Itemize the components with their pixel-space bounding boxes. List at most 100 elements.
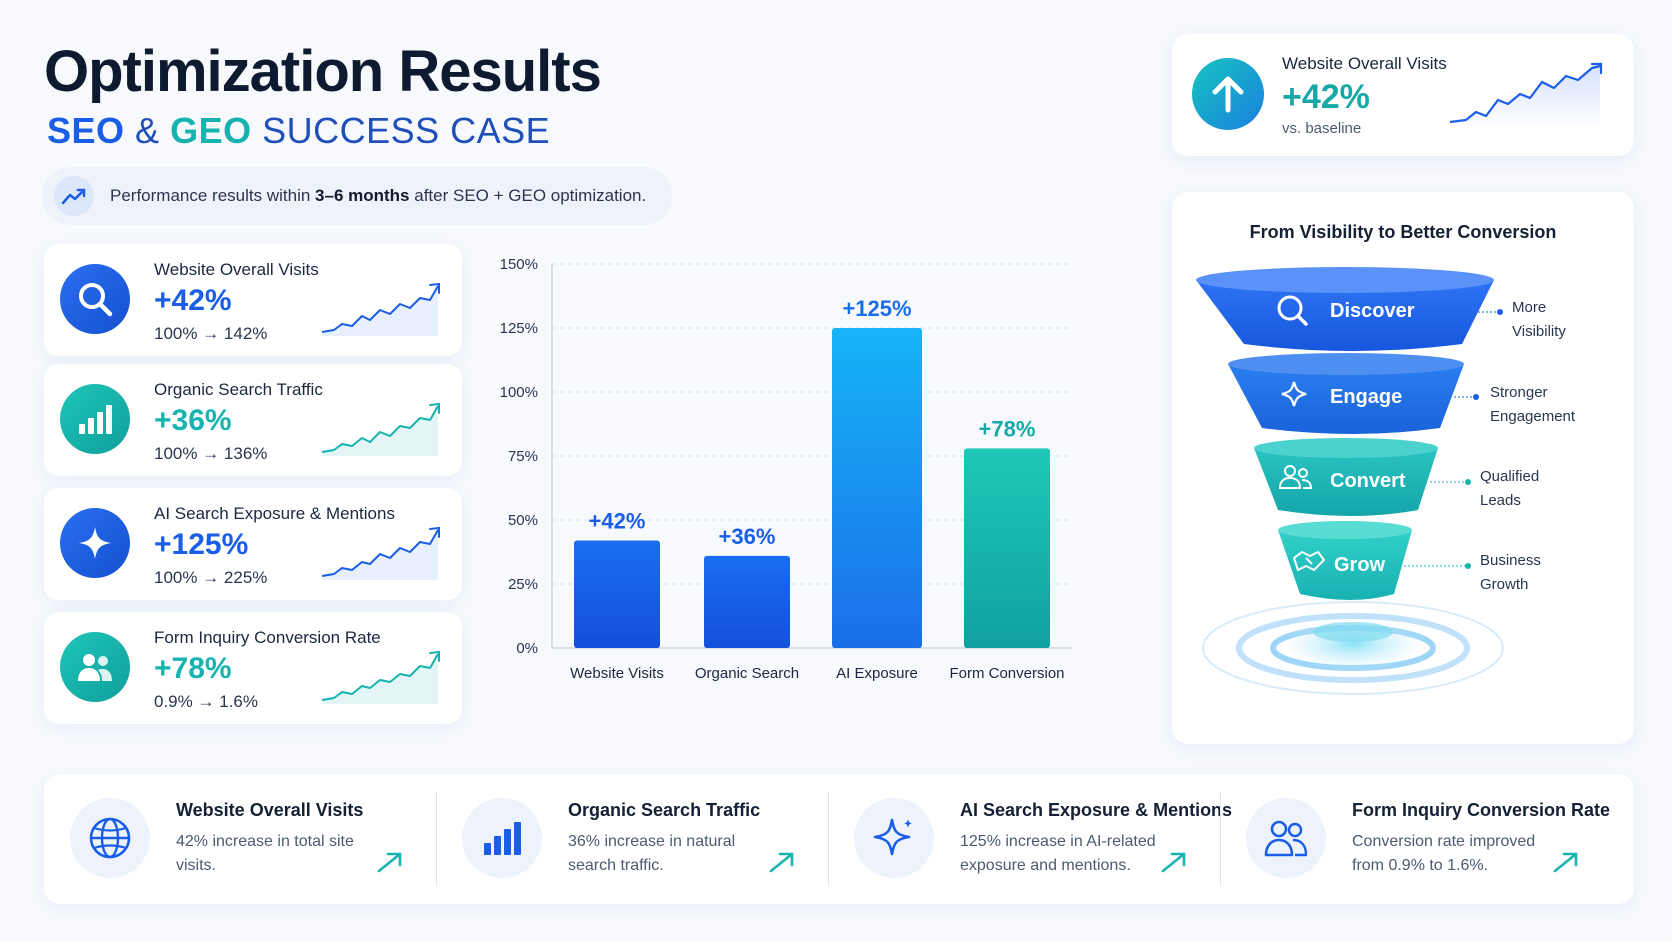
sparkline — [321, 282, 440, 336]
subtitle-amp: & — [135, 110, 160, 151]
bottom-item-desc: Conversion rate improved from 0.9% to 1.… — [1352, 833, 1536, 874]
metric-label: AI Search Exposure & Mentions — [154, 504, 395, 523]
bottom-item-label: Website Overall Visits — [176, 800, 364, 820]
funnel-side-label: Qualified Leads — [1480, 465, 1539, 513]
metric-card-conversion: Form Inquiry Conversion Rate +78% 0.9% →… — [44, 612, 462, 724]
sparkline — [321, 650, 440, 704]
sparkline — [321, 526, 440, 580]
bottom-item-desc: 42% increase in total site visits. — [176, 833, 354, 874]
metric-range: 100% → 142% — [154, 324, 268, 343]
bar-chart: 0% 25% 50% 75% 100% 125% 150% +42% Website Visit… — [482, 248, 1162, 738]
y-tick-label: 150% — [500, 256, 538, 273]
handshake-icon — [1293, 551, 1325, 571]
side-line: Visibility — [1512, 323, 1566, 340]
note-text: Performance results within 3–6 months af… — [110, 186, 646, 206]
note-prefix: Performance results within — [110, 186, 316, 205]
page-title: Optimization Results — [44, 39, 602, 104]
top-card-label: Website Overall Visits — [1282, 54, 1447, 73]
trend-arrow-icon — [377, 852, 402, 873]
sparkline — [1449, 62, 1603, 130]
y-tick-label: 125% — [500, 320, 538, 337]
divider — [1220, 792, 1221, 886]
divider — [436, 792, 437, 886]
bottom-item-conversion: Form Inquiry Conversion Rate Conversion … — [1220, 774, 1612, 904]
metric-value: +36% — [154, 404, 232, 437]
trend-up-icon — [54, 176, 94, 216]
bar-data-label: +42% — [589, 508, 646, 533]
x-tick-label: Form Conversion — [949, 665, 1064, 682]
page-subtitle: SEO & GEO SUCCESS CASE — [47, 110, 550, 152]
metric-card-organic: Organic Search Traffic +36% 100% → 136% — [44, 364, 462, 476]
metric-label: Form Inquiry Conversion Rate — [154, 628, 381, 647]
top-card-sub: vs. baseline — [1282, 120, 1362, 137]
side-line: Engagement — [1490, 408, 1576, 425]
metric-value: +125% — [154, 528, 249, 561]
funnel-card: From Visibility to Better Conversion — [1172, 192, 1634, 744]
funnel-title: From Visibility to Better Conversion — [1249, 222, 1557, 242]
sparkline — [321, 402, 440, 456]
bottom-item-label: Organic Search Traffic — [568, 800, 761, 820]
arrow-up-icon — [1192, 58, 1264, 130]
funnel-side-label: Stronger Engagement — [1490, 381, 1575, 429]
note-pill: Performance results within 3–6 months af… — [42, 167, 672, 225]
funnel-graphic — [1196, 267, 1504, 695]
top-summary-card: Website Overall Visits +42% vs. baseline — [1172, 34, 1634, 156]
bottom-item-ai: AI Search Exposure & Mentions 125% incre… — [828, 774, 1232, 904]
subtitle-seo: SEO — [47, 110, 125, 151]
bottom-item-visits: Website Overall Visits 42% increase in t… — [44, 774, 436, 904]
funnel-stage-convert: Convert — [1330, 470, 1406, 492]
bar — [574, 540, 660, 648]
side-line: Growth — [1480, 576, 1529, 593]
side-line: Qualified — [1480, 468, 1540, 485]
x-tick-label: Website Visits — [570, 665, 664, 682]
bar-chart-icon — [462, 798, 542, 878]
sparkle-icon — [854, 798, 934, 878]
divider — [828, 792, 829, 886]
subtitle-rest: SUCCESS CASE — [262, 110, 551, 151]
y-tick-label: 0% — [516, 640, 538, 657]
sparkle-icon — [1281, 381, 1307, 407]
side-line: Stronger — [1490, 384, 1548, 401]
bottom-summary-strip: Website Overall Visits 42% increase in t… — [44, 774, 1634, 904]
bar-data-label: +78% — [979, 416, 1036, 441]
metric-label: Organic Search Traffic — [154, 380, 323, 399]
note-bold: 3–6 months — [315, 186, 410, 205]
side-line: Leads — [1480, 492, 1521, 509]
users-icon — [60, 632, 130, 702]
bar — [704, 555, 790, 648]
funnel-side-label: Business Growth — [1480, 549, 1541, 597]
bar-data-label: +36% — [719, 524, 776, 549]
bar — [964, 448, 1050, 648]
bottom-item-desc: 36% increase in natural search traffic. — [568, 833, 736, 874]
search-icon — [1277, 295, 1308, 326]
y-tick-label: 50% — [508, 512, 538, 529]
bottom-item-organic: Organic Search Traffic 36% increase in n… — [436, 774, 828, 904]
subtitle-geo: GEO — [170, 110, 252, 151]
bottom-item-desc: 125% increase in AI-related exposure and… — [960, 833, 1156, 874]
globe-icon — [70, 798, 150, 878]
x-tick-label: AI Exposure — [836, 665, 918, 682]
metric-value: +42% — [154, 284, 232, 317]
funnel-side-label: More Visibility — [1512, 296, 1566, 344]
y-tick-label: 100% — [500, 384, 538, 401]
metric-card-ai: AI Search Exposure & Mentions +125% 100%… — [44, 488, 462, 600]
metric-label: Website Overall Visits — [154, 260, 319, 279]
bar — [832, 328, 922, 648]
trend-arrow-icon — [1553, 852, 1578, 873]
side-line: Business — [1480, 552, 1541, 569]
y-tick-label: 25% — [508, 576, 538, 593]
bar-data-label: +125% — [842, 296, 911, 321]
top-card-value: +42% — [1282, 78, 1370, 116]
bottom-item-label: AI Search Exposure & Mentions — [960, 800, 1233, 820]
funnel-stage-discover: Discover — [1330, 300, 1415, 322]
bar-chart-icon — [60, 384, 130, 454]
bar-chart-svg: 0% 25% 50% 75% 100% 125% 150% +42% Website Visit… — [500, 256, 1072, 682]
funnel-stage-engage: Engage — [1330, 386, 1403, 408]
x-tick-label: Organic Search — [695, 665, 799, 682]
bottom-item-label: Form Inquiry Conversion Rate — [1352, 800, 1611, 820]
users-icon — [1278, 465, 1313, 489]
trend-arrow-icon — [769, 852, 794, 873]
side-line: More — [1512, 299, 1547, 316]
metric-value: +78% — [154, 652, 232, 685]
funnel-stage-grow: Grow — [1334, 554, 1386, 576]
